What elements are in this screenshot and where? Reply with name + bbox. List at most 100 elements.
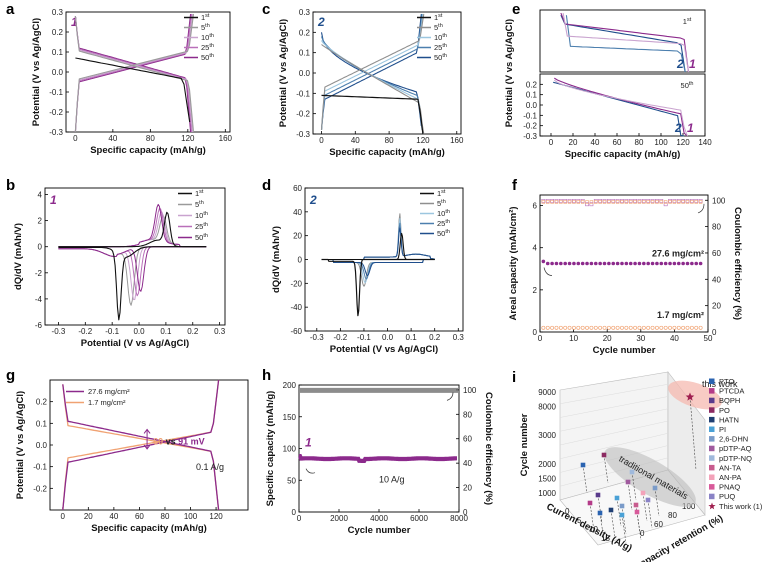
panel-f-ce-light-point xyxy=(602,200,607,204)
panel-f-ce-light-point xyxy=(550,200,554,204)
panel-f-heavy-capacity-point xyxy=(541,259,546,264)
panel-i-x-tick-label: 0 xyxy=(565,507,570,516)
panel-h-rate-annotation: 10 A/g xyxy=(379,475,405,485)
panel-i-legend-label: This work (1) xyxy=(719,502,763,511)
panel-f-light-capacity-point xyxy=(550,325,555,330)
panel-i-z-tick-label: 0 xyxy=(640,529,645,538)
panel-a-legend-label: 25th xyxy=(201,43,214,52)
panel-f-light-capacity-point xyxy=(580,325,585,330)
panel-e-top-curve-2b xyxy=(565,15,686,73)
g-y-axis-label: Potential (V vs Ag/AgCl) xyxy=(15,391,26,499)
c-y-tick-label: 0.0 xyxy=(299,69,311,78)
panel-i-point-an-pa xyxy=(640,490,646,496)
h-y2-axis-label: Coulombic efficiency (%) xyxy=(483,392,494,505)
panel-b-legend-label: 5th xyxy=(195,200,204,209)
f-y-tick-label: 0 xyxy=(533,328,538,337)
d-y-tick-label: 0 xyxy=(298,256,303,265)
panel-i-point-an-ta xyxy=(633,502,639,508)
panel-i-legend-label: 2,6-DHN xyxy=(719,435,748,444)
c-y-tick-label: -0.2 xyxy=(296,110,310,119)
panel-f-heavy-capacity-point xyxy=(646,261,650,266)
panel-f-light-capacity-point xyxy=(672,325,677,330)
d-x-tick-label: 0.0 xyxy=(382,333,394,342)
panel-c-letter: c xyxy=(262,1,270,18)
g-x-tick-label: 80 xyxy=(161,512,170,521)
panel-f-heavy-capacity-point xyxy=(668,261,672,266)
e-x-tick-label: 20 xyxy=(569,138,578,147)
panel-a-legend-label: 10th xyxy=(201,33,214,42)
panel-a-legend-label: 5th xyxy=(201,23,210,32)
panel-f-heavy-capacity-point xyxy=(672,261,677,266)
f-y-tick-label: 6 xyxy=(533,202,538,211)
panel-f-light-capacity-point xyxy=(598,325,603,330)
panel-f-ce-light-point xyxy=(580,200,585,204)
panel-a-legend-label: 50th xyxy=(201,53,214,62)
h-x-tick-label: 0 xyxy=(297,514,302,523)
panel-i-point-bqph xyxy=(595,492,601,498)
panel-f-heavy-capacity-point xyxy=(611,261,616,266)
panel-f-light-capacity-point xyxy=(633,325,638,330)
panel-e-top-curve-2 xyxy=(560,14,686,73)
d-y-tick-label: 20 xyxy=(293,232,302,241)
d-y-tick-label: -40 xyxy=(290,303,302,312)
h-y-axis-label: Specific capacity (mAh/g) xyxy=(265,391,276,507)
e-x-tick-label: 60 xyxy=(613,138,622,147)
panel-f-light-capacity-point xyxy=(624,325,629,330)
panel-g-gap-arrow-top xyxy=(143,428,151,434)
panel-f-ce-light-point xyxy=(611,200,615,204)
panel-a-first-cycle-curve xyxy=(75,57,191,123)
e-x-tick-label: 80 xyxy=(635,138,644,147)
panel-f-ce-light-point xyxy=(646,200,650,204)
e-y-tick-label: -0.3 xyxy=(523,132,537,141)
g-x-tick-label: 0 xyxy=(61,512,66,521)
panel-f-light-capacity-point xyxy=(628,325,633,330)
panel-d-legend-label: 25th xyxy=(437,219,450,228)
panel-f-ce-light-point xyxy=(694,200,698,204)
panel-f-ce-light-point xyxy=(655,200,659,204)
panel-f-light-capacity-point xyxy=(606,325,611,330)
panel-i-drop-line xyxy=(582,464,588,494)
b-x-axis-label: Potential (V vs Ag/AgCl) xyxy=(81,338,189,349)
panel-f-light-capacity-point xyxy=(602,325,607,330)
f-plot-frame xyxy=(539,194,709,333)
panel-f-heavy-capacity-point xyxy=(690,261,694,266)
panel-f-light-capacity-point xyxy=(694,325,699,330)
panel-f-light-capacity-point xyxy=(663,325,668,330)
panel-e-top-tag-2: 2 xyxy=(676,57,684,71)
panel-h-sample-number: 1 xyxy=(305,436,312,450)
panel-f-heavy-capacity-point xyxy=(642,261,646,266)
a-y-tick-label: 0.1 xyxy=(52,48,64,57)
panel-g-letter: g xyxy=(6,367,15,384)
panel-c-charge-curve xyxy=(320,13,424,130)
d-x-tick-label: 0.3 xyxy=(453,333,465,342)
d-x-tick-label: 0.1 xyxy=(406,333,418,342)
panel-i-point-pi xyxy=(619,512,625,518)
panel-c-discharge-curve xyxy=(321,44,425,135)
panel-b-legend-label: 1st xyxy=(195,189,204,198)
panel-i-y-tick-label: 3000 xyxy=(538,431,556,440)
panel-e-bottom-curve-1b xyxy=(554,79,688,137)
panel-e-letter: e xyxy=(512,1,520,18)
panel-i-drop-line xyxy=(654,487,660,517)
f-y-axis-label: Areal capacity (mAh/cm²) xyxy=(508,206,519,320)
h-y2-tick-label: 0 xyxy=(463,508,468,517)
panel-f-ce-light-point xyxy=(681,200,685,204)
d-x-tick-label: -0.3 xyxy=(310,333,324,342)
panel-i-grid-line xyxy=(559,420,669,446)
panel-i-point-puq xyxy=(645,497,651,503)
panel-f-ce-light-point xyxy=(659,200,663,204)
panel-i-point-pto xyxy=(580,462,586,468)
panel-i-traditional-region xyxy=(604,447,696,507)
h-y2-tick-label: 40 xyxy=(463,459,472,468)
panel-f-heavy-capacity-point xyxy=(545,261,550,266)
panel-f-heavy-capacity-point xyxy=(554,261,559,266)
panel-f-light-capacity-point xyxy=(615,325,620,330)
panel-f-light-capacity-point xyxy=(545,325,550,330)
panel-f-heavy-capacity-point xyxy=(659,261,664,266)
h-x-tick-label: 4000 xyxy=(370,514,388,523)
panel-f-ce-light-point xyxy=(546,200,550,204)
h-x-tick-label: 6000 xyxy=(410,514,428,523)
panel-f-heavy-capacity-point xyxy=(607,261,611,266)
panel-i-y-tick-label: 2000 xyxy=(538,460,556,469)
